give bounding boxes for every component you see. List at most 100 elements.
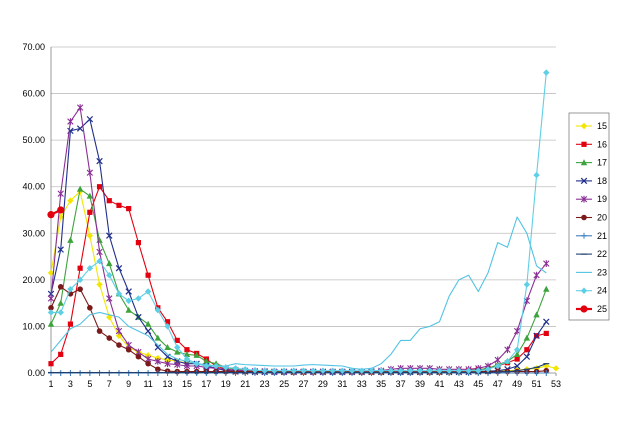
- legend-label: 18: [597, 176, 607, 186]
- data-point-20: [87, 305, 93, 311]
- data-point-24: [543, 69, 550, 76]
- data-point-18: [96, 157, 103, 165]
- data-point-19: [164, 360, 171, 368]
- data-point-20: [135, 353, 142, 360]
- series-line-22: [51, 363, 547, 374]
- x-tick-label: 47: [493, 379, 503, 389]
- data-point-24: [251, 367, 259, 374]
- x-tick-label: 11: [143, 379, 152, 389]
- data-point-24: [397, 367, 404, 374]
- legend-marker: [580, 287, 588, 294]
- data-point-24: [164, 323, 171, 330]
- legend-label: 22: [597, 249, 607, 259]
- series-line-24: [51, 72, 547, 372]
- data-point-16: [184, 347, 190, 353]
- data-point-24: [504, 358, 511, 365]
- data-point-19: [504, 346, 511, 354]
- x-tick-label: 29: [318, 379, 328, 389]
- data-point-17: [513, 350, 521, 357]
- legend-marker: [581, 232, 587, 239]
- data-point-24: [242, 366, 249, 373]
- data-point-18: [86, 115, 94, 123]
- data-point-17: [533, 311, 540, 318]
- legend-marker: [581, 214, 587, 221]
- data-point-24: [203, 362, 210, 370]
- data-point-20: [145, 360, 151, 367]
- legend-item-21: 21: [576, 231, 607, 241]
- data-point-18: [135, 313, 142, 321]
- data-point-24: [212, 362, 220, 370]
- data-point-21: [533, 370, 540, 376]
- data-point-24: [426, 367, 433, 374]
- legend-label: 16: [597, 139, 607, 149]
- data-point-16: [67, 321, 74, 327]
- data-point-15: [96, 281, 103, 288]
- data-point-16: [106, 198, 112, 204]
- data-point-19: [76, 104, 84, 111]
- legend-item-17: 17: [576, 158, 607, 168]
- data-point-16: [543, 330, 549, 337]
- data-point-17: [193, 351, 200, 358]
- legend-item-16: 16: [576, 139, 607, 149]
- legend-item-20: 20: [576, 213, 607, 223]
- data-point-24: [436, 367, 443, 374]
- data-point-24: [523, 281, 531, 288]
- data-point-24: [484, 366, 492, 373]
- data-point-19: [533, 271, 540, 279]
- data-point-24: [329, 367, 336, 374]
- data-point-24: [193, 360, 200, 367]
- data-point-19: [154, 357, 162, 365]
- data-point-24: [407, 367, 414, 374]
- legend-marker: [580, 305, 588, 313]
- legend-label: 17: [597, 158, 607, 168]
- data-point-15: [86, 232, 94, 239]
- data-point-17: [76, 185, 84, 192]
- data-point-24: [222, 364, 230, 371]
- legend-label: 24: [597, 286, 607, 296]
- data-point-20: [106, 335, 113, 341]
- data-point-17: [67, 236, 74, 243]
- data-point-24: [154, 306, 162, 314]
- data-point-24: [106, 272, 113, 279]
- data-point-19: [47, 295, 55, 302]
- data-point-24: [475, 367, 482, 374]
- data-point-17: [543, 285, 550, 292]
- data-point-20: [77, 286, 83, 292]
- data-point-24: [339, 367, 346, 374]
- data-point-24: [67, 285, 74, 293]
- data-point-15: [57, 213, 64, 221]
- data-point-20: [48, 305, 54, 311]
- data-point-21: [494, 370, 501, 376]
- data-point-24: [144, 288, 152, 295]
- data-point-18: [57, 246, 64, 253]
- x-tick-label: 13: [163, 379, 173, 389]
- data-point-18: [115, 264, 123, 272]
- data-point-16: [135, 240, 142, 246]
- data-point-24: [135, 295, 142, 302]
- x-tick-label: 27: [298, 379, 308, 389]
- data-point-18: [513, 362, 521, 370]
- data-point-25: [57, 206, 65, 214]
- legend-marker: [581, 141, 587, 147]
- data-point-17: [86, 192, 94, 199]
- x-tick-label: 1: [48, 379, 53, 389]
- x-tick-label: 5: [87, 379, 92, 389]
- data-point-19: [183, 362, 191, 370]
- data-point-19: [106, 295, 113, 302]
- data-point-24: [494, 362, 501, 370]
- y-tick-label: 10.00: [22, 321, 45, 331]
- data-point-24: [310, 367, 317, 374]
- x-tick-label: 19: [221, 379, 231, 389]
- data-point-24: [465, 367, 472, 374]
- data-point-15: [144, 352, 152, 359]
- data-point-18: [523, 353, 531, 360]
- legend-label: 23: [597, 267, 607, 277]
- y-tick-label: 30.00: [22, 228, 45, 238]
- x-tick-label: 41: [434, 379, 444, 389]
- x-tick-label: 25: [279, 379, 289, 389]
- legend-label: 21: [597, 231, 607, 241]
- data-point-17: [183, 350, 191, 357]
- x-tick-label: 45: [473, 379, 483, 389]
- x-tick-label: 9: [126, 379, 131, 389]
